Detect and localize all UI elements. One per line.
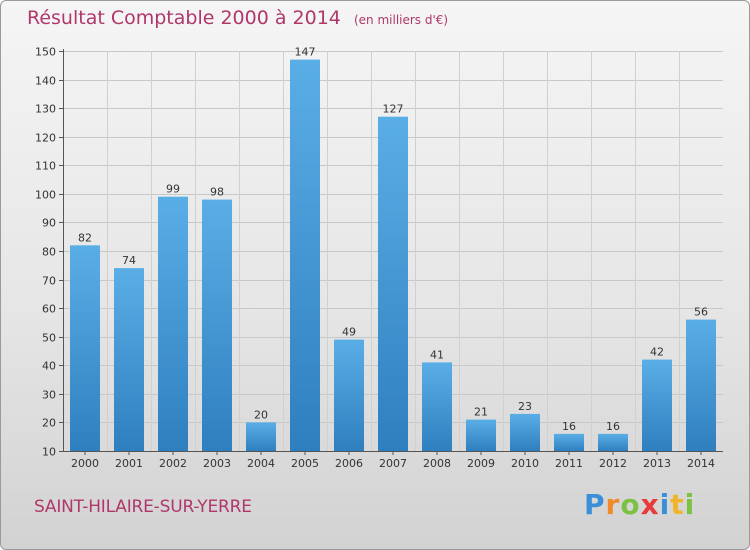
logo-letter: i	[659, 488, 671, 521]
logo-letter: t	[670, 488, 685, 521]
x-tick-label: 2001	[115, 457, 143, 470]
chart-title-text: Résultat Comptable 2000 à 2014	[27, 7, 341, 29]
bar-2010	[510, 413, 540, 451]
y-tick-label: 60	[42, 303, 56, 316]
x-tick-label: 2004	[247, 457, 275, 470]
x-tick-label: 2014	[687, 457, 715, 470]
logo-letter: o	[620, 488, 641, 521]
bar-2001	[114, 268, 144, 451]
bar-2007	[378, 116, 408, 451]
x-tick-label: 2008	[423, 457, 451, 470]
logo-letter: P	[584, 488, 606, 521]
y-tick-label: 110	[35, 160, 56, 173]
data-label-2002: 99	[166, 183, 180, 196]
data-label-2011: 16	[562, 420, 576, 433]
bar-2003	[202, 199, 232, 451]
y-tick-label: 40	[42, 360, 56, 373]
data-label-2008: 41	[430, 348, 444, 361]
y-tick-label: 80	[42, 246, 56, 259]
labels: 10 20 30 40 50 60 70 80 90 100 110 120 130 140 150 82 20…	[35, 46, 715, 471]
logo-letter: r	[605, 488, 621, 521]
bar-2013	[642, 359, 672, 451]
x-tick-label: 2007	[379, 457, 407, 470]
bar-2004	[246, 422, 276, 451]
bar-2000	[70, 245, 100, 451]
data-label-2005: 147	[295, 46, 316, 59]
y-tick-label: 100	[35, 189, 56, 202]
bar-2002	[158, 196, 188, 451]
x-tick-label: 2009	[467, 457, 495, 470]
bars	[70, 59, 716, 451]
y-tick-label: 140	[35, 75, 56, 88]
y-tick-label: 20	[42, 417, 56, 430]
y-tick-label: 70	[42, 275, 56, 288]
x-tick-label: 2006	[335, 457, 363, 470]
y-tick-label: 130	[35, 103, 56, 116]
chart-title: Résultat Comptable 2000 à 2014 (en milli…	[27, 7, 448, 29]
data-label-2000: 82	[78, 231, 92, 244]
data-label-2009: 21	[474, 406, 488, 419]
y-tick-label: 120	[35, 132, 56, 145]
x-tick-label: 2011	[555, 457, 583, 470]
y-tick-label: 150	[35, 46, 56, 59]
data-label-2013: 42	[650, 346, 664, 359]
y-tick-label: 10	[42, 446, 56, 459]
x-tick-label: 2002	[159, 457, 187, 470]
bar-2012	[598, 433, 628, 451]
data-label-2003: 98	[210, 186, 224, 199]
y-tick-label: 30	[42, 389, 56, 402]
x-tick-label: 2003	[203, 457, 231, 470]
x-tick-label: 2000	[71, 457, 99, 470]
x-tick-label: 2010	[511, 457, 539, 470]
data-label-2006: 49	[342, 326, 356, 339]
data-label-2001: 74	[122, 254, 136, 267]
chart-unit-text: (en milliers d'€)	[353, 13, 449, 27]
data-label-2014: 56	[694, 306, 708, 319]
commune-name: SAINT-HILAIRE-SUR-YERRE	[34, 497, 252, 517]
bar-2008	[422, 362, 452, 451]
proxiti-logo[interactable]: Proxiti	[584, 488, 695, 521]
bar-2014	[686, 319, 716, 451]
y-tick-label: 50	[42, 332, 56, 345]
logo-letter: x	[640, 488, 660, 521]
bar-2006	[334, 339, 364, 451]
data-label-2012: 16	[606, 420, 620, 433]
data-label-2007: 127	[383, 103, 404, 116]
logo-letter: i	[684, 488, 696, 521]
x-tick-label: 2013	[643, 457, 671, 470]
data-label-2010: 23	[518, 400, 532, 413]
bar-2009	[466, 419, 496, 451]
x-tick-label: 2005	[291, 457, 319, 470]
bar-2005	[290, 59, 320, 451]
data-label-2004: 20	[254, 408, 268, 421]
y-tick-label: 90	[42, 217, 56, 230]
axes	[59, 49, 723, 455]
bar-2011	[554, 433, 584, 451]
x-tick-label: 2012	[599, 457, 627, 470]
